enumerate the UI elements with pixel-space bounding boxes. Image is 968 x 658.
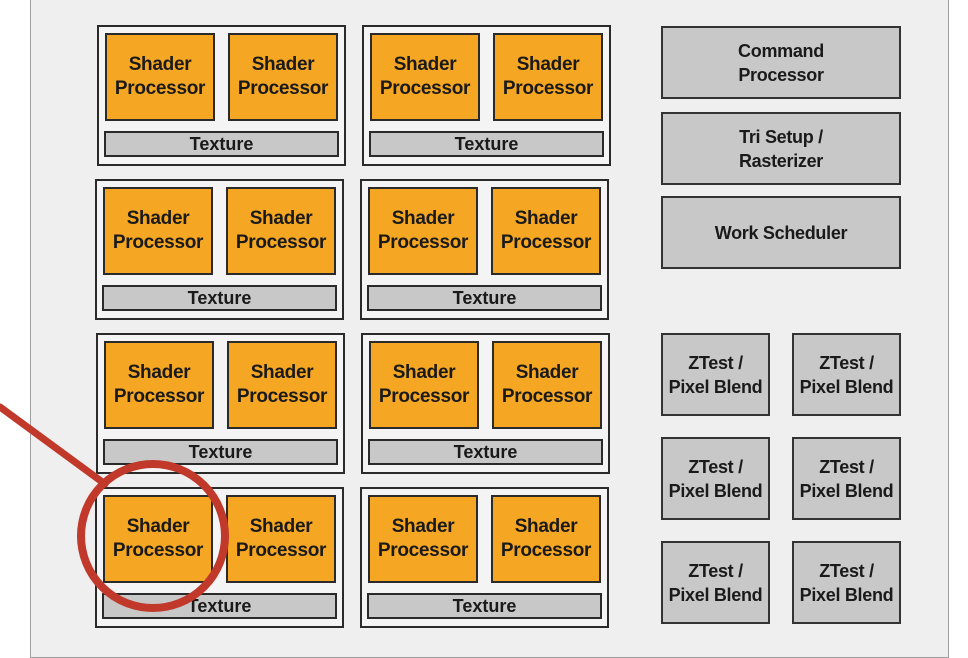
processor-label: Processor [235,540,327,561]
pixel-blend-label: Pixel Blend [668,376,763,397]
pixel-blend-label: Pixel Blend [799,480,894,501]
shader-label: Shader [515,362,579,383]
shader-processor: Shader Processor [227,341,337,429]
ztest-label: ZTest / [819,352,874,373]
processor-label: Processor [235,232,327,253]
processor-label: Processor [112,232,204,253]
ztest-pixel-blend: ZTest / Pixel Blend [792,541,901,624]
shader-label: Shader [251,54,315,75]
pixel-blend-label: Pixel Blend [799,584,894,605]
shader-processor: Shader Processor [491,495,601,583]
texture-unit: Texture [367,285,602,311]
ztest-label: ZTest / [819,456,874,477]
processor-label: Processor [377,232,469,253]
shader-label: Shader [126,516,190,537]
ztest-label: ZTest / [688,352,743,373]
shader-processor: Shader Processor [103,495,213,583]
shader-processor: Shader Processor [105,33,215,121]
shader-processor: Shader Processor [368,495,478,583]
work-scheduler-label: Work Scheduler [714,222,848,243]
command-label: Command [738,40,824,61]
shader-label: Shader [250,362,314,383]
processor-label: Processor [500,540,592,561]
tri-setup-label: Tri Setup / [739,126,823,147]
tri-setup-rasterizer: Tri Setup / Rasterizer [661,112,901,185]
shader-label: Shader [249,208,313,229]
ztest-label: ZTest / [819,560,874,581]
processor-label: Processor [237,78,329,99]
pixel-blend-label: Pixel Blend [668,584,763,605]
pixel-blend-label: Pixel Blend [668,480,763,501]
processor-label: Processor [112,540,204,561]
shader-label: Shader [249,516,313,537]
pixel-blend-label: Pixel Blend [799,376,894,397]
processor-label: Processor [501,386,593,407]
shader-processor: Shader Processor [104,341,214,429]
processor-label: Processor [113,386,205,407]
processor-label: Processor [500,232,592,253]
processor-label: Processor [114,78,206,99]
ztest-pixel-blend: ZTest / Pixel Blend [792,437,901,520]
ztest-pixel-blend: ZTest / Pixel Blend [661,333,770,416]
processor-label: Processor [378,386,470,407]
shader-processor: Shader Processor [226,495,336,583]
shader-label: Shader [516,54,580,75]
processor-label: Processor [379,78,471,99]
shader-label: Shader [391,208,455,229]
shader-cluster-2-2: Shader Processor Shader Processor Texture [360,179,609,320]
shader-label: Shader [127,362,191,383]
texture-unit: Texture [103,439,338,465]
shader-cluster-3-1: Shader Processor Shader Processor Texture [96,333,345,474]
shader-cluster-2-1: Shader Processor Shader Processor Texture [95,179,344,320]
texture-unit: Texture [367,593,602,619]
shader-label: Shader [392,362,456,383]
shader-label: Shader [393,54,457,75]
processor-label: Processor [502,78,594,99]
texture-unit: Texture [102,285,337,311]
texture-unit: Texture [102,593,337,619]
command-processor: Command Processor [661,26,901,99]
texture-unit: Texture [104,131,339,157]
work-scheduler: Work Scheduler [661,196,901,269]
shader-processor: Shader Processor [369,341,479,429]
shader-processor: Shader Processor [493,33,603,121]
ztest-label: ZTest / [688,456,743,477]
shader-label: Shader [391,516,455,537]
shader-processor: Shader Processor [103,187,213,275]
shader-cluster-4-2: Shader Processor Shader Processor Texture [360,487,609,628]
processor-label: Processor [738,64,824,85]
ztest-pixel-blend: ZTest / Pixel Blend [661,437,770,520]
shader-label: Shader [514,516,578,537]
texture-unit: Texture [369,131,604,157]
shader-label: Shader [126,208,190,229]
shader-cluster-3-2: Shader Processor Shader Processor Texture [361,333,610,474]
shader-processor: Shader Processor [492,341,602,429]
processor-label: Processor [236,386,328,407]
ztest-label: ZTest / [688,560,743,581]
shader-cluster-1-2: Shader Processor Shader Processor Texture [362,25,611,166]
ztest-pixel-blend: ZTest / Pixel Blend [792,333,901,416]
shader-processor: Shader Processor [226,187,336,275]
shader-cluster-1-1: Shader Processor Shader Processor Texture [97,25,346,166]
shader-processor: Shader Processor [228,33,338,121]
shader-processor: Shader Processor [370,33,480,121]
processor-label: Processor [377,540,469,561]
shader-processor: Shader Processor [491,187,601,275]
shader-cluster-4-1: Shader Processor Shader Processor Texture [95,487,344,628]
shader-processor: Shader Processor [368,187,478,275]
ztest-pixel-blend: ZTest / Pixel Blend [661,541,770,624]
rasterizer-label: Rasterizer [738,150,824,171]
shader-label: Shader [128,54,192,75]
shader-label: Shader [514,208,578,229]
texture-unit: Texture [368,439,603,465]
